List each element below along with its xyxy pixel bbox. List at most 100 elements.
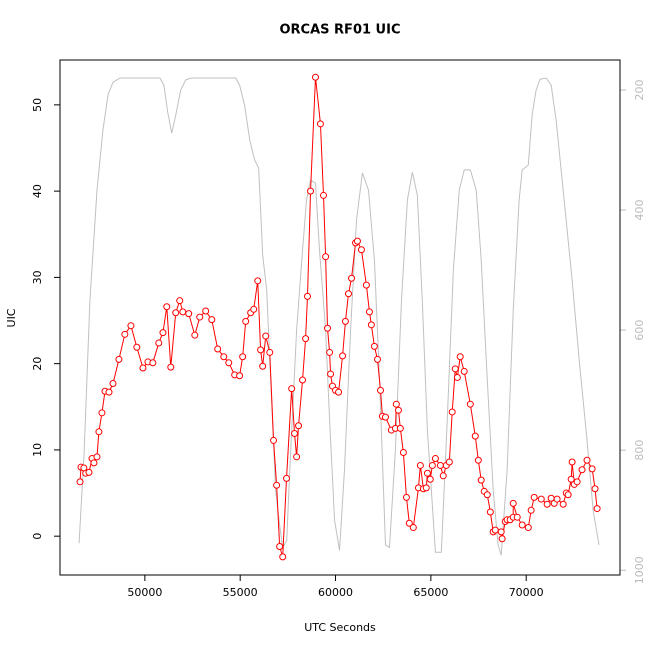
data-point [326,348,334,356]
y2-tick-label: 400 [633,200,646,221]
data-point [527,506,535,514]
data-point [402,493,410,501]
data-point [259,362,267,370]
data-point [149,359,157,367]
data-point [593,505,601,513]
data-point [588,465,596,473]
data-point [362,281,370,289]
data-point [85,468,93,476]
y-tick-label: 20 [31,357,44,371]
data-point [250,305,258,313]
data-point [191,331,199,339]
data-point [288,385,296,393]
data-point [242,317,250,325]
data-point [392,400,400,408]
data-point [365,308,373,316]
secondary-line [78,77,600,556]
data-point [311,73,319,81]
data-point [439,472,447,480]
data-point [530,493,538,501]
y-tick-label: 0 [31,533,44,540]
y-tick-label: 50 [31,98,44,112]
data-point [573,478,581,486]
data-point [220,353,228,361]
data-point [236,372,244,380]
x-axis-label: UTC Seconds [304,621,376,634]
data-point [543,500,551,508]
data-point [302,335,310,343]
data-point [115,355,123,363]
data-point [422,484,430,492]
data-point [559,500,567,508]
data-point [127,322,135,330]
data-point [167,363,175,371]
data-point [553,495,561,503]
data-point [445,458,453,466]
data-point [491,526,499,534]
data-point [335,388,343,396]
data-point [105,388,113,396]
data-point [202,307,210,315]
data-point [471,432,479,440]
data-point [399,449,407,457]
data-point [513,513,521,521]
data-point [460,367,468,375]
data-point [121,330,129,338]
data-point [208,316,216,324]
data-point [568,458,576,466]
data-point [591,485,599,493]
data-point [273,481,281,489]
x-tick-label: 50000 [127,586,162,599]
data-point [303,292,311,300]
data-point [567,475,575,483]
data-point [431,455,439,463]
data-point [139,364,147,372]
x-tick-label: 70000 [509,586,544,599]
x-tick-label: 60000 [318,586,353,599]
y2-tick-label: 800 [633,440,646,461]
data-point [339,352,347,360]
data-point [428,461,436,469]
data-point [239,353,247,361]
data-point [262,332,270,340]
data-point [509,499,517,507]
data-point [257,346,265,354]
data-point [377,386,385,394]
data-point [436,461,444,469]
data-point [396,424,404,432]
data-point [498,535,506,543]
data-point [133,343,141,351]
data-point [474,456,482,464]
data-point [76,478,84,486]
data-point [416,461,424,469]
data-point [276,543,284,551]
data-point [353,237,361,245]
y-tick-label: 40 [31,184,44,198]
data-point [307,187,315,195]
data-point [451,365,459,373]
data-point [341,317,349,325]
data-point [196,313,204,321]
data-point [423,469,431,477]
y-tick-label: 30 [31,270,44,284]
data-point [172,309,180,317]
data-point [109,379,117,387]
data-point [381,413,389,421]
data-point [448,408,456,416]
data-point [291,430,299,438]
data-point [225,359,233,367]
data-point [176,297,184,305]
data-point [327,370,335,378]
data-point [370,342,378,350]
data-point [214,345,222,353]
y2-tick-label: 1000 [633,556,646,584]
data-point [477,476,485,484]
data-point [518,521,526,529]
data-point [98,409,106,417]
chart-title: ORCAS RF01 UIC [280,23,401,38]
data-point [179,308,187,316]
data-point [578,466,586,474]
data-point [524,524,532,532]
data-point [90,459,98,467]
